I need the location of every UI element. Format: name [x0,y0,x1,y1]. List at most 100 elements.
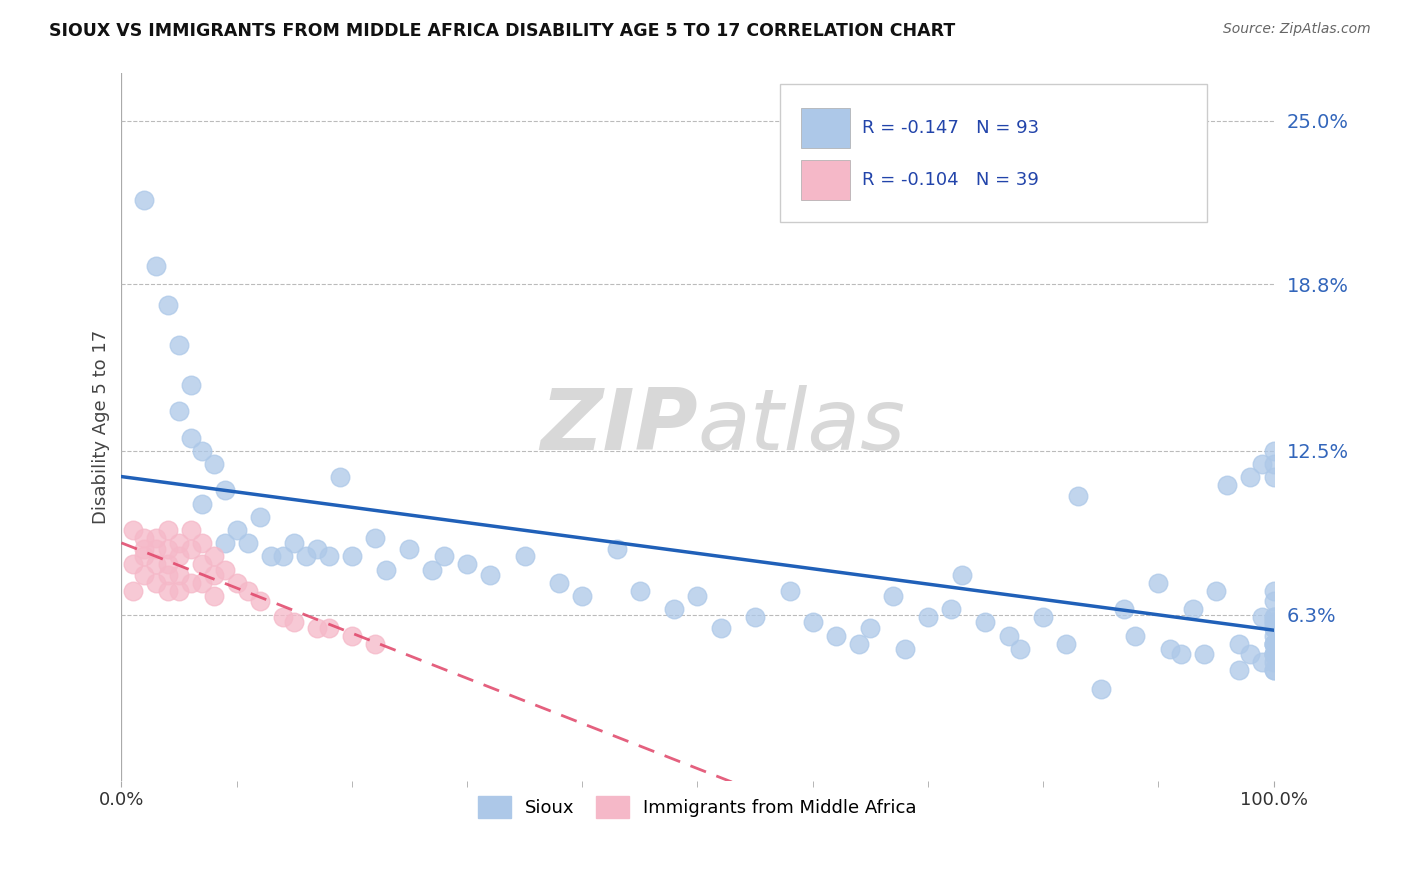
Point [145,531,167,545]
Point [340,549,363,564]
Point [1263,621,1285,635]
Point [1263,637,1285,651]
Point [238,536,260,550]
Point [939,602,962,616]
Point [329,470,352,484]
Point [156,541,179,556]
Point [1263,615,1285,630]
Point [134,531,156,545]
Point [1263,610,1285,624]
Point [1263,647,1285,661]
Point [375,563,398,577]
Point [202,589,225,603]
Point [238,583,260,598]
Point [628,583,651,598]
Point [686,589,709,603]
Point [917,610,939,624]
FancyBboxPatch shape [780,84,1206,222]
Text: SIOUX VS IMMIGRANTS FROM MIDDLE AFRICA DISABILITY AGE 5 TO 17 CORRELATION CHART: SIOUX VS IMMIGRANTS FROM MIDDLE AFRICA D… [49,22,956,40]
Point [364,531,387,545]
Point [1205,583,1227,598]
Point [191,536,214,550]
Point [1263,615,1285,630]
Point [202,549,225,564]
Point [779,583,801,598]
Point [134,568,156,582]
Text: atlas: atlas [697,385,905,468]
Text: R = -0.104   N = 39: R = -0.104 N = 39 [862,171,1039,189]
Point [167,338,190,352]
Point [433,549,456,564]
Bar [801,160,849,200]
Point [167,404,190,418]
Point [202,568,225,582]
Point [1263,583,1285,598]
Point [167,536,190,550]
Point [283,536,305,550]
Point [1194,647,1216,661]
Point [249,594,271,608]
Point [1263,629,1285,643]
Point [664,602,686,616]
Point [479,568,502,582]
Point [145,541,167,556]
Point [167,549,190,564]
Point [882,589,904,603]
Point [1263,470,1285,484]
Point [1263,663,1285,677]
Text: Source: ZipAtlas.com: Source: ZipAtlas.com [1223,22,1371,37]
Point [1263,443,1285,458]
Point [1227,637,1250,651]
Point [1239,647,1261,661]
Point [191,443,214,458]
Point [156,568,179,582]
Point [1263,647,1285,661]
Point [318,549,340,564]
Point [122,558,145,572]
Point [134,193,156,207]
Point [1112,602,1135,616]
Y-axis label: Disability Age 5 to 17: Disability Age 5 to 17 [93,330,110,524]
Point [260,549,283,564]
Point [1147,575,1170,590]
Point [824,629,846,643]
Point [422,563,444,577]
Point [318,621,340,635]
Point [145,575,167,590]
Point [156,583,179,598]
Point [894,641,917,656]
Point [156,298,179,312]
Point [180,523,202,537]
Point [134,549,156,564]
Point [456,558,478,572]
Point [1008,641,1031,656]
Bar [801,108,849,148]
Point [1251,457,1274,471]
Point [974,615,997,630]
Point [180,431,202,445]
Point [225,575,247,590]
Point [156,558,179,572]
Point [1263,655,1285,669]
Point [307,541,329,556]
Point [214,563,236,577]
Point [1066,489,1088,503]
Point [744,610,766,624]
Point [167,568,190,582]
Point [1227,663,1250,677]
Point [167,583,190,598]
Text: ZIP: ZIP [540,385,697,468]
Point [548,575,571,590]
Point [180,541,202,556]
Point [1251,610,1274,624]
Point [1170,647,1192,661]
Point [1251,655,1274,669]
Point [214,536,236,550]
Point [1239,470,1261,484]
Point [1123,629,1146,643]
Point [848,637,870,651]
Point [294,549,316,564]
Point [1263,594,1285,608]
Point [801,615,824,630]
Legend: Sioux, Immigrants from Middle Africa: Sioux, Immigrants from Middle Africa [471,789,924,825]
